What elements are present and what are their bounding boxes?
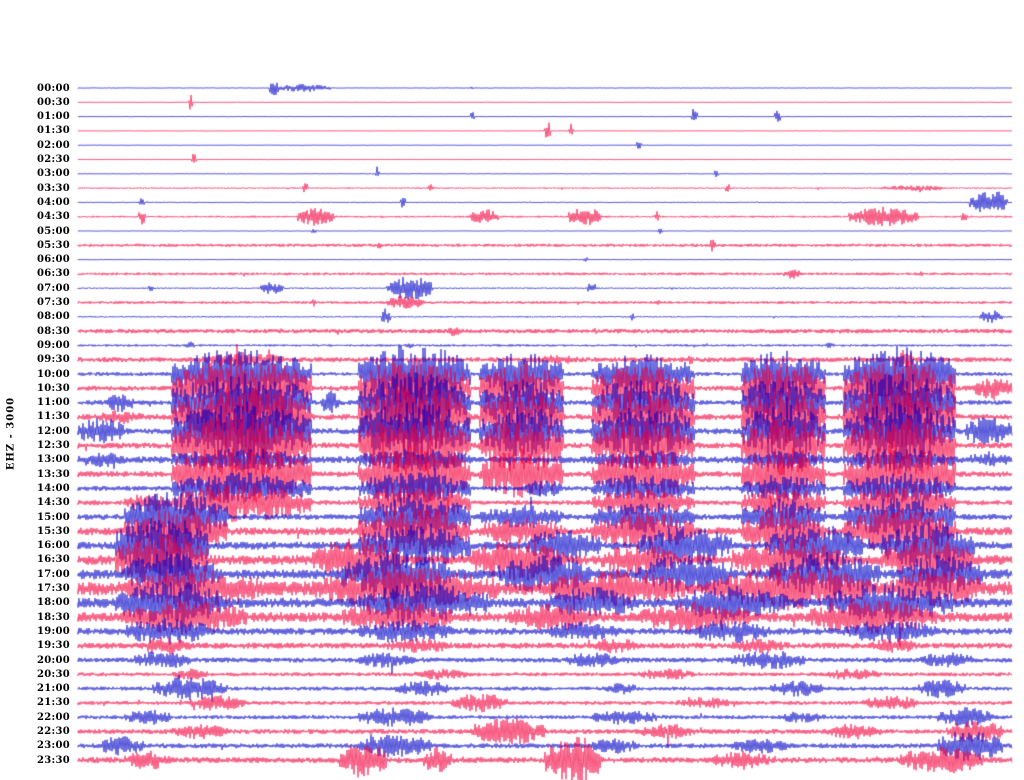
time-label: 02:30 — [36, 154, 70, 165]
time-label: 07:00 — [36, 282, 70, 294]
time-label: 08:30 — [36, 325, 70, 337]
time-label: 15:30 — [36, 525, 70, 537]
time-label: 20:00 — [36, 654, 70, 666]
time-label: 22:30 — [36, 726, 70, 737]
time-label: 23:30 — [36, 754, 70, 766]
time-label: 02:00 — [36, 139, 70, 151]
time-label: 11:30 — [36, 411, 70, 423]
time-label: 12:30 — [36, 440, 70, 451]
time-label: 03:00 — [36, 168, 70, 180]
time-label: 01:00 — [36, 111, 70, 123]
time-label: 03:30 — [36, 182, 70, 194]
time-label: 06:30 — [36, 268, 70, 280]
time-label: 15:00 — [36, 511, 70, 523]
time-label: 13:00 — [36, 454, 70, 466]
time-label: 22:00 — [36, 711, 70, 723]
time-label: 10:00 — [36, 368, 70, 380]
time-label: 13:30 — [36, 468, 70, 480]
time-label: 12:00 — [36, 425, 70, 437]
time-label: 10:30 — [36, 382, 70, 394]
time-label: 17:00 — [36, 568, 70, 580]
time-label: 21:30 — [36, 697, 70, 709]
time-label: 18:30 — [36, 611, 70, 623]
time-label: 20:30 — [36, 668, 70, 680]
time-label: 04:30 — [36, 211, 70, 223]
time-label: 04:00 — [36, 196, 70, 208]
time-label: 14:30 — [36, 497, 70, 509]
time-label: 16:00 — [36, 540, 70, 552]
time-label: 06:00 — [36, 254, 70, 266]
time-label: 08:00 — [36, 311, 70, 323]
time-label: 16:30 — [36, 554, 70, 566]
time-label: 19:00 — [36, 625, 70, 637]
time-label: 14:00 — [36, 482, 70, 494]
time-label: 17:30 — [36, 583, 70, 594]
time-label: 00:00 — [36, 82, 70, 94]
time-label: 23:00 — [36, 740, 70, 752]
time-label: 01:30 — [36, 125, 70, 137]
time-label: 18:00 — [36, 597, 70, 609]
time-label: 05:00 — [36, 225, 70, 237]
time-label: 05:30 — [36, 239, 70, 251]
time-label: 21:00 — [36, 683, 70, 695]
time-label: 19:30 — [36, 640, 70, 652]
y-axis-label: EHZ - 3000 — [5, 396, 17, 471]
time-label: 00:30 — [36, 96, 70, 108]
time-label: 09:30 — [36, 354, 70, 366]
time-label: 07:30 — [36, 297, 70, 308]
time-label: 11:00 — [36, 397, 70, 409]
time-label: 09:00 — [36, 339, 70, 351]
